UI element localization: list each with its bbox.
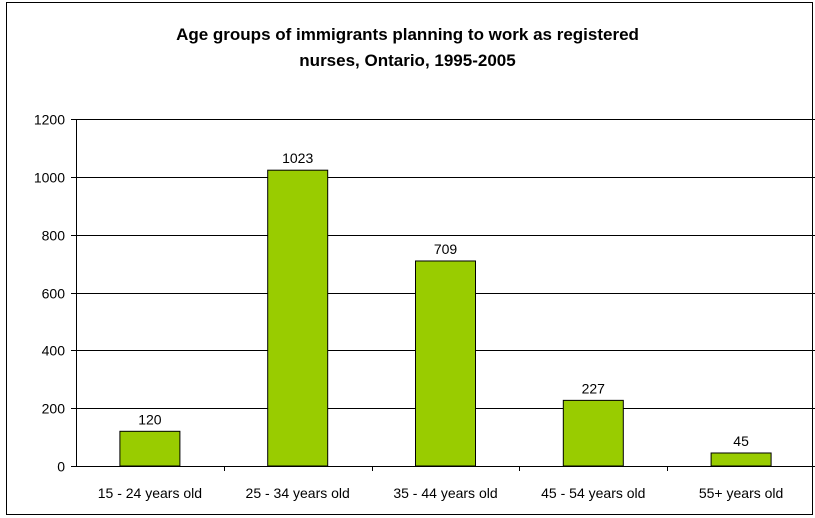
x-tick-label: 45 - 54 years old	[541, 485, 645, 501]
chart-title: Age groups of immigrants planning to wor…	[0, 22, 815, 74]
labels: 0 200 400 600 800 1000 1200 120 15 - 24 years ol…	[34, 112, 783, 502]
y-tick-label: 200	[42, 401, 66, 417]
x-tick-label: 55+ years old	[699, 485, 783, 501]
data-label: 1023	[282, 150, 313, 166]
chart-frame	[6, 2, 813, 515]
bar	[562, 399, 624, 467]
y-tick-label: 400	[42, 343, 66, 359]
chart-title-line-1: Age groups of immigrants planning to wor…	[176, 25, 639, 44]
data-label: 709	[434, 241, 458, 257]
y-tick-label: 1000	[34, 170, 65, 186]
data-label: 45	[733, 433, 749, 449]
y-tick-label: 800	[42, 228, 66, 244]
y-tick-label: 1200	[34, 112, 65, 128]
bars	[119, 169, 772, 467]
x-tick-label: 15 - 24 years old	[98, 485, 202, 501]
bar	[415, 260, 476, 467]
bar	[710, 452, 772, 467]
x-tick-label: 35 - 44 years old	[393, 485, 497, 501]
bar	[119, 430, 181, 467]
x-tick-label: 25 - 34 years old	[246, 485, 350, 501]
y-tick-label: 0	[57, 459, 65, 475]
axes	[71, 119, 815, 471]
data-label: 120	[138, 411, 162, 427]
chart-title-line-2: nurses, Ontario, 1995-2005	[299, 51, 516, 70]
bar	[267, 169, 329, 467]
y-tick-label: 600	[42, 286, 66, 302]
data-label: 227	[582, 380, 606, 396]
